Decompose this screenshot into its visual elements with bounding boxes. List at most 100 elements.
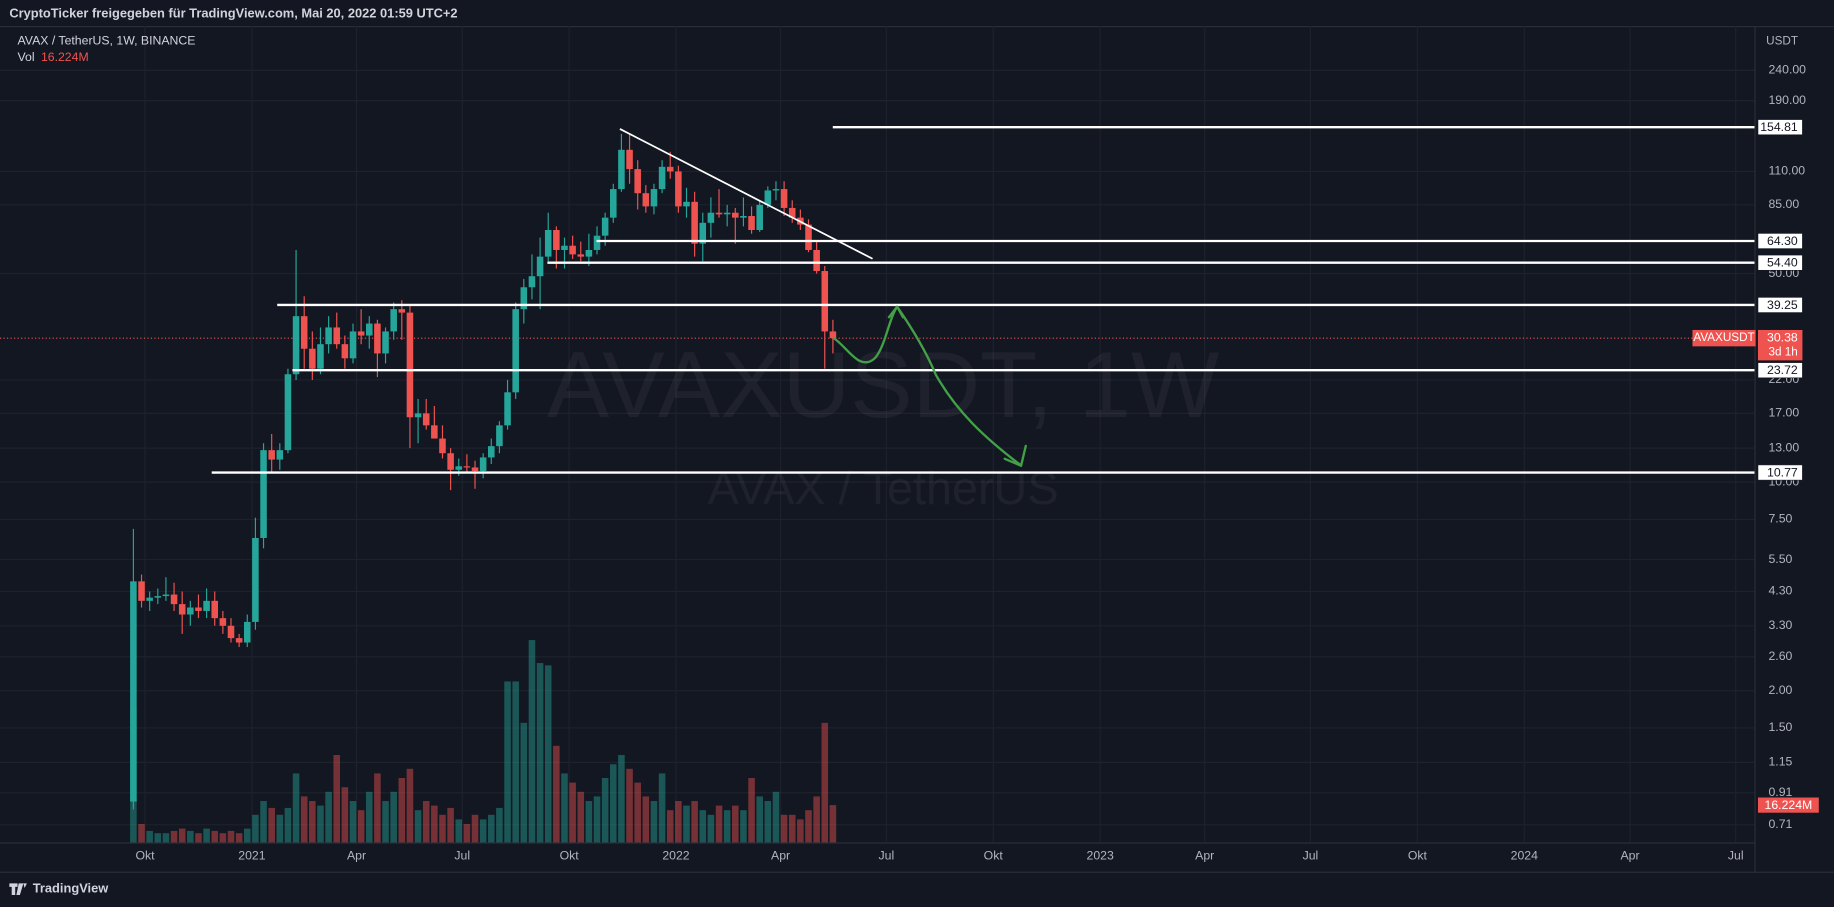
candles	[130, 133, 837, 810]
x-tick-label: Jul	[454, 849, 470, 863]
candle-body	[593, 235, 601, 250]
volume-bar	[715, 805, 723, 843]
y-tick-label: 5.50	[1769, 552, 1793, 566]
volume-bar	[707, 814, 715, 843]
volume-bar	[178, 828, 186, 843]
candle-body	[243, 621, 251, 643]
volume-bar	[764, 801, 772, 843]
volume-bar	[268, 807, 275, 843]
volume-bar	[357, 810, 365, 843]
volume-bar	[561, 773, 568, 843]
x-tick-label: Okt	[560, 849, 580, 863]
candle-body	[512, 309, 519, 393]
volume-bar	[618, 755, 625, 843]
level-label-box	[1757, 464, 1803, 481]
candle-body	[268, 450, 275, 460]
volume-bar	[504, 681, 511, 843]
candle-body	[496, 425, 503, 447]
volume-bar	[252, 814, 259, 843]
candle-body	[406, 312, 414, 418]
level-label: 39.25	[1767, 298, 1798, 312]
volume-bar	[341, 787, 349, 843]
volume-bar	[479, 819, 487, 843]
volume-bar	[797, 819, 804, 843]
candle-body	[341, 344, 349, 359]
candle-body	[479, 457, 487, 471]
x-tick-label: 2021	[238, 849, 265, 863]
y-tick-label: 2.00	[1769, 683, 1793, 697]
candle-body	[471, 467, 479, 471]
level-label-box	[1757, 119, 1803, 136]
volume-bar	[748, 778, 755, 843]
volume-bar	[780, 814, 788, 843]
x-tick-label: 2022	[662, 849, 689, 863]
volume-bar	[813, 796, 820, 843]
x-tick-label: Jul	[1728, 849, 1744, 863]
candle-body	[675, 171, 682, 207]
volume-bar	[138, 824, 145, 843]
volume-bar	[658, 773, 666, 843]
candle-body	[748, 215, 755, 231]
volume-bar	[512, 681, 519, 843]
candle-body	[561, 245, 568, 250]
candle-body	[699, 222, 707, 244]
candle-body	[691, 201, 698, 244]
candle-body	[390, 309, 397, 332]
volume-bar	[569, 782, 576, 843]
x-tick-label: Jul	[878, 849, 894, 863]
candle-body	[211, 600, 219, 619]
volume-bar	[195, 833, 202, 843]
candle-body	[252, 537, 259, 622]
volume-bar	[642, 796, 650, 843]
volume-title: Vol	[18, 50, 35, 64]
candle-body	[577, 254, 585, 257]
y-tick-label: 110.00	[1769, 164, 1806, 178]
volume-bar	[650, 801, 658, 843]
trend-line	[619, 128, 873, 260]
price-box	[1757, 329, 1803, 361]
candle-body	[756, 204, 763, 231]
candle-body	[292, 316, 300, 375]
candle-body	[715, 212, 723, 215]
y-tick-label: 3.30	[1769, 618, 1793, 632]
y-tick-label: 17.00	[1769, 406, 1800, 420]
volume-bar	[211, 830, 219, 843]
volume-bar	[544, 665, 552, 843]
volume-bar	[292, 773, 300, 843]
candle-body	[300, 316, 308, 349]
volume-bar	[585, 801, 593, 843]
countdown-label: 3d 1h	[1768, 345, 1797, 358]
candle-body	[138, 581, 145, 601]
volume-bar	[496, 807, 503, 843]
volume-bar	[553, 745, 560, 843]
candle-body	[488, 446, 495, 458]
volume-bar	[463, 824, 471, 843]
header-text: CryptoTicker freigegeben für TradingView…	[9, 6, 457, 21]
volume-bar	[772, 791, 780, 843]
candle-body	[276, 450, 284, 460]
symbol-box	[1692, 329, 1756, 347]
candle-body	[154, 596, 162, 598]
candle-body	[821, 271, 829, 332]
volume-bar	[398, 778, 406, 843]
footer-brand: TradingView	[33, 881, 110, 896]
candle-body	[520, 287, 528, 310]
candle-body	[366, 323, 373, 336]
volume-bar	[520, 722, 528, 843]
volume-bar	[536, 663, 544, 843]
x-tick-label: 2024	[1511, 849, 1538, 863]
volume-bar	[683, 805, 690, 843]
volume-bar	[593, 796, 601, 843]
candle-body	[374, 323, 381, 354]
volume-bar	[243, 828, 251, 843]
candle-body	[829, 331, 837, 339]
level-label-box	[1757, 233, 1803, 249]
volume-bar	[471, 814, 479, 843]
candle-body	[732, 212, 739, 218]
y-tick-label: 190.00	[1769, 93, 1807, 107]
axis-unit: USDT	[1766, 34, 1798, 47]
volume-bar	[260, 801, 267, 843]
